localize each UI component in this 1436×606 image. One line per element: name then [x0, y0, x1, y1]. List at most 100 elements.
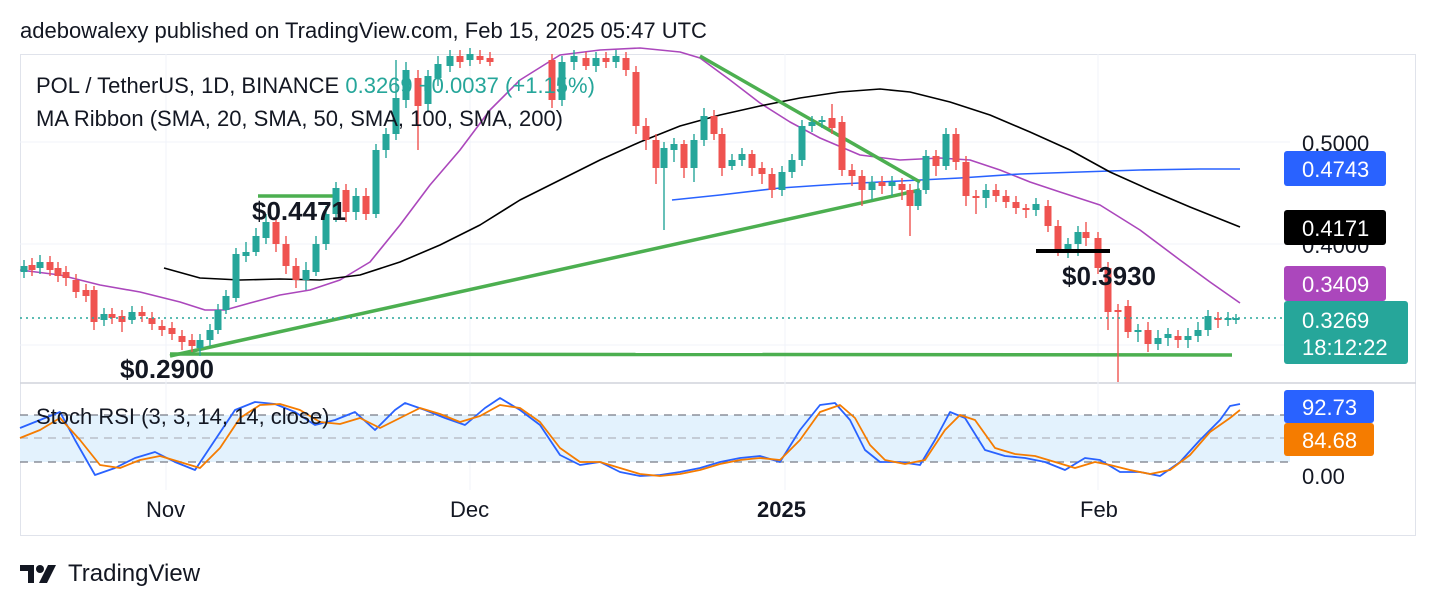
candle-body — [778, 172, 786, 190]
candle-body — [838, 122, 846, 170]
candle-body — [292, 266, 300, 280]
candle-body — [466, 54, 474, 60]
sma50-line — [671, 168, 1240, 201]
candle-body — [414, 78, 422, 106]
candle-body — [690, 140, 698, 168]
candle — [138, 306, 146, 322]
candle-body — [808, 122, 816, 126]
candle — [660, 142, 668, 230]
candle — [972, 190, 980, 214]
candle — [118, 310, 126, 332]
candle — [312, 236, 320, 276]
candle — [768, 168, 776, 198]
candle — [808, 116, 816, 132]
candle — [632, 66, 640, 134]
candle — [1002, 190, 1010, 208]
badge-stoch-k: 92.73 — [1284, 390, 1374, 423]
candle-body — [748, 154, 756, 168]
candle — [1082, 222, 1090, 246]
candle-body — [1174, 336, 1182, 340]
candle — [214, 304, 222, 334]
candle-body — [1224, 318, 1232, 320]
candle-body — [1012, 202, 1020, 208]
trend-line-4 — [699, 54, 921, 184]
candle — [486, 52, 494, 66]
candle-body — [728, 160, 736, 166]
candle — [642, 118, 650, 150]
candle — [728, 154, 736, 170]
svg-text:0.4743: 0.4743 — [1302, 157, 1369, 182]
candle-body — [46, 262, 54, 270]
candle-body — [570, 56, 578, 62]
candle — [548, 54, 556, 108]
candle — [788, 154, 796, 178]
candle-body — [206, 330, 214, 340]
candle — [1012, 196, 1020, 214]
candle-body — [1154, 338, 1162, 344]
candle-body — [312, 244, 320, 272]
candle — [232, 248, 240, 302]
candle-body — [352, 196, 360, 212]
x-tick-dec: Dec — [450, 497, 489, 522]
candle — [1032, 198, 1040, 216]
candle-body — [178, 336, 186, 342]
candle — [1064, 238, 1072, 258]
candle-body — [632, 72, 640, 126]
candle-body — [1144, 330, 1152, 344]
candle-body — [992, 190, 1000, 196]
badge-last-price: 0.3269 18:12:22 — [1284, 301, 1408, 364]
candle-body — [196, 340, 204, 348]
candle-body — [932, 156, 940, 166]
candle-body — [272, 222, 280, 244]
candle — [952, 128, 960, 170]
candle-body — [302, 270, 310, 280]
candle-body — [660, 148, 668, 168]
candle-body — [128, 312, 136, 320]
candle — [818, 116, 826, 128]
last-price: 0.3269 — [345, 73, 413, 98]
candle — [932, 150, 940, 176]
candle — [1224, 312, 1232, 326]
tradingview-logo-icon — [20, 565, 56, 583]
candle — [558, 56, 566, 106]
candle — [402, 62, 410, 108]
candle-body — [1204, 316, 1212, 330]
trend-lines — [169, 54, 1233, 358]
candle — [1174, 330, 1182, 348]
candle-body — [1164, 334, 1172, 338]
candle-body — [868, 182, 876, 190]
candle-body — [1002, 196, 1010, 202]
svg-text:0.3409: 0.3409 — [1302, 272, 1369, 297]
candle — [108, 308, 116, 324]
candle — [342, 184, 350, 222]
candle-body — [710, 116, 718, 134]
candle — [434, 56, 442, 86]
annotation-low: $0.2900 — [120, 354, 214, 384]
candle — [798, 120, 806, 166]
candle — [1044, 200, 1052, 232]
candle-body — [1074, 232, 1082, 244]
candle-body — [342, 190, 350, 212]
candle — [158, 320, 166, 336]
candle-body — [548, 60, 556, 100]
candle-body — [222, 296, 230, 310]
candle-body — [582, 58, 590, 66]
candle-body — [82, 290, 90, 296]
candle — [372, 144, 380, 218]
candle — [242, 242, 250, 262]
candle-body — [1082, 232, 1090, 238]
candles — [20, 48, 1240, 382]
candle-body — [848, 170, 856, 176]
candle — [700, 108, 708, 146]
candle-body — [36, 262, 44, 268]
candle — [1204, 310, 1212, 336]
trend-line-2 — [169, 352, 1233, 357]
stoch-d-line — [19, 403, 1241, 477]
candle-body — [486, 58, 494, 62]
candle — [302, 262, 310, 290]
candle — [592, 52, 600, 72]
candle-body — [1022, 208, 1030, 210]
candle-body — [558, 62, 566, 100]
candle-body — [138, 312, 146, 316]
